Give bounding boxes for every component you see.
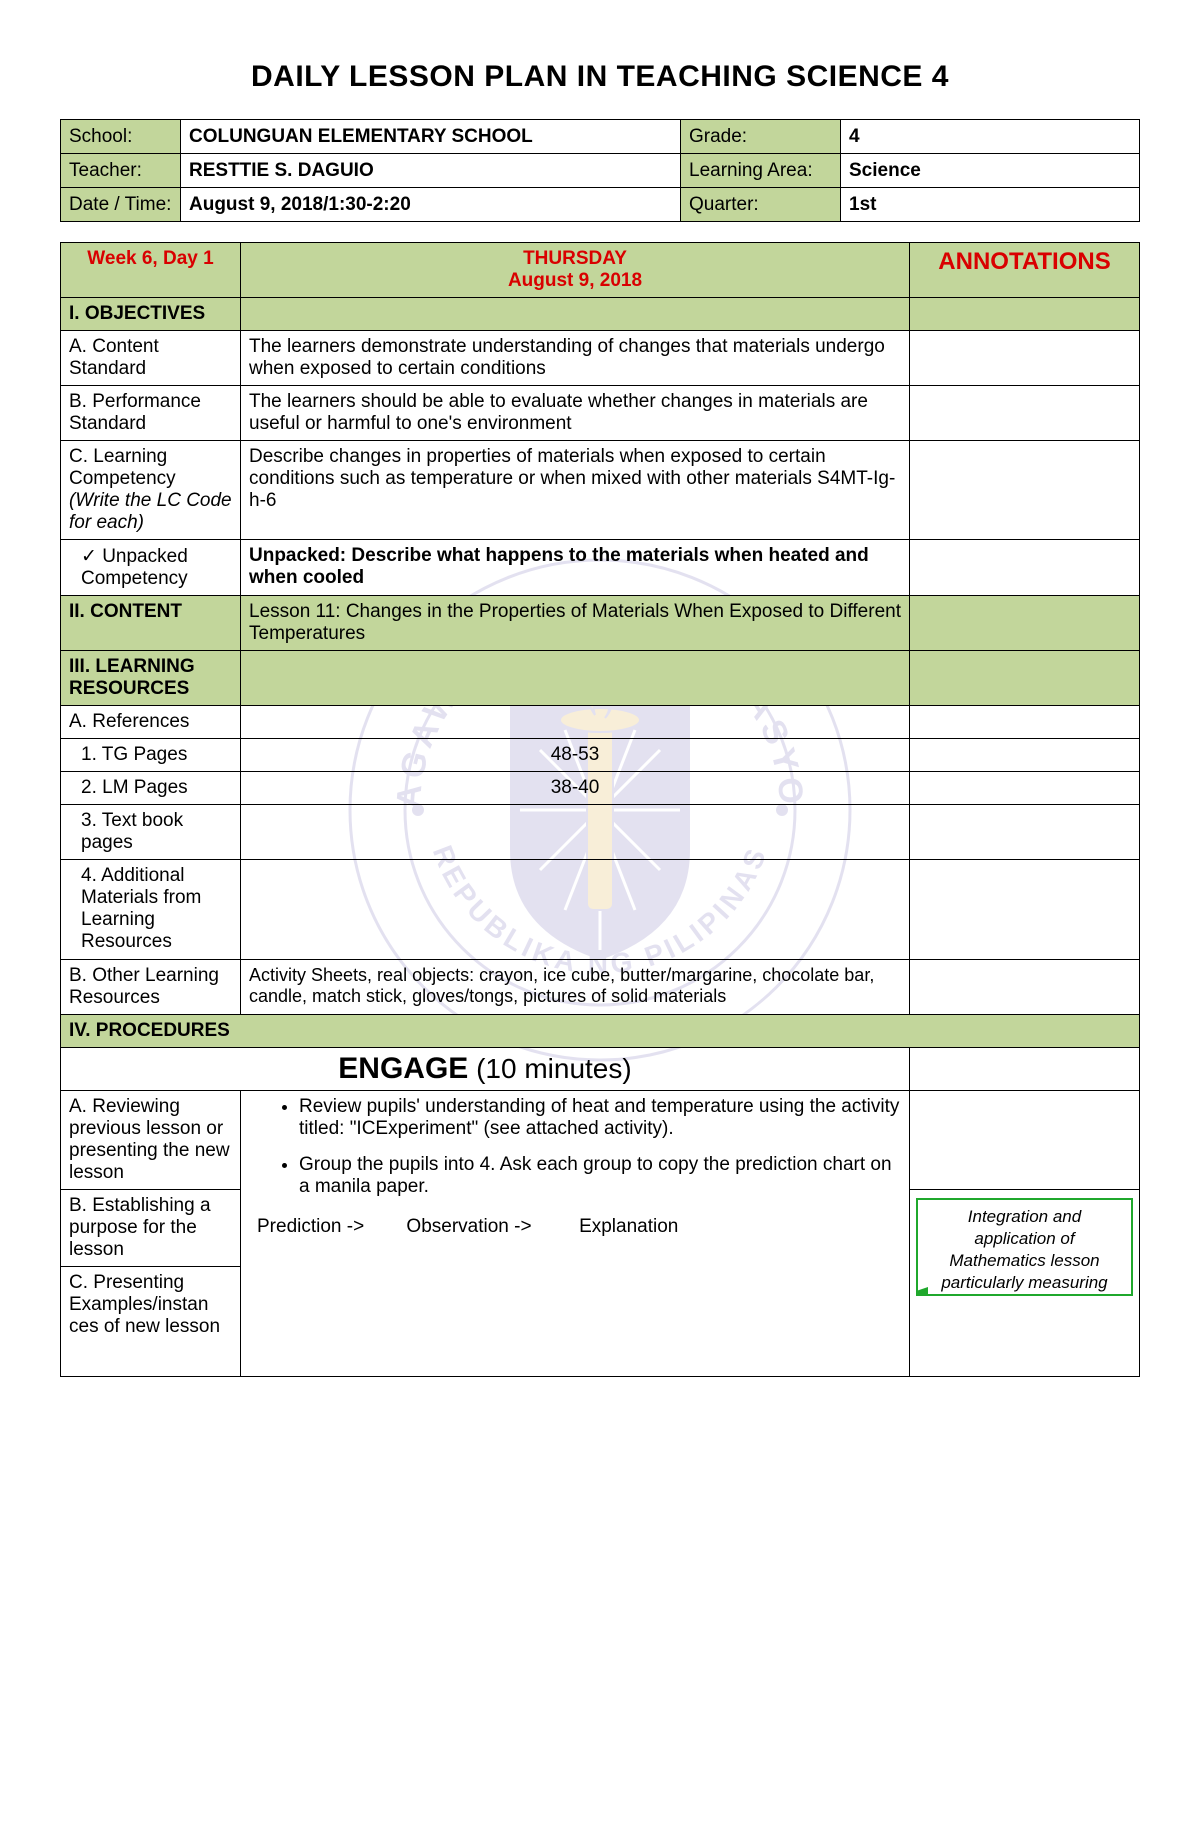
lesson-plan-table: Week 6, Day 1 THURSDAY August 9, 2018 AN…: [60, 242, 1140, 1377]
teacher-value: RESTTIE S. DAGUIO: [181, 154, 681, 188]
learning-competency-label: C. Learning Competency (Write the LC Cod…: [61, 441, 241, 540]
lm-pages-label: 2. LM Pages: [61, 772, 241, 805]
content-lesson: Lesson 11: Changes in the Properties of …: [241, 596, 910, 651]
presenting-examples-label: C. Presenting Examples/instan ces of new…: [61, 1267, 241, 1377]
banner-date-text: August 9, 2018: [508, 270, 642, 291]
content-standard-label: A. Content Standard: [61, 331, 241, 386]
engage-bullet-1: Review pupils' understanding of heat and…: [299, 1096, 901, 1140]
quarter-value: 1st: [841, 188, 1140, 222]
tg-pages-label: 1. TG Pages: [61, 739, 241, 772]
lm-pages-value: 38-40: [241, 772, 910, 805]
objectives-head: I. OBJECTIVES: [61, 298, 241, 331]
annotation-callout: Integration and application of Mathemati…: [916, 1198, 1133, 1296]
area-value: Science: [841, 154, 1140, 188]
content-head: II. CONTENT: [61, 596, 241, 651]
banner-date: THURSDAY August 9, 2018: [241, 243, 910, 298]
references-label: A. References: [61, 706, 241, 739]
teacher-label: Teacher:: [61, 154, 181, 188]
unpacked-label: Unpacked Competency: [61, 540, 241, 596]
reviewing-label: A. Reviewing previous lesson or presenti…: [61, 1091, 241, 1190]
header-info-table: School: COLUNGUAN ELEMENTARY SCHOOL Grad…: [60, 119, 1140, 222]
performance-standard-label: B. Performance Standard: [61, 386, 241, 441]
establishing-purpose-label: B. Establishing a purpose for the lesson: [61, 1190, 241, 1267]
other-resources-label: B. Other Learning Resources: [61, 960, 241, 1015]
learning-competency-text: Describe changes in properties of materi…: [241, 441, 910, 540]
tg-pages-value: 48-53: [241, 739, 910, 772]
engage-bullet-2: Group the pupils into 4. Ask each group …: [299, 1154, 901, 1198]
school-label: School:: [61, 120, 181, 154]
resources-head: III. LEARNING RESOURCES: [61, 651, 241, 706]
additional-materials-label: 4. Additional Materials from Learning Re…: [61, 860, 241, 960]
banner-annotations: ANNOTATIONS: [910, 243, 1140, 298]
performance-standard-text: The learners should be able to evaluate …: [241, 386, 910, 441]
datetime-value: August 9, 2018/1:30-2:20: [181, 188, 681, 222]
unpacked-text: Unpacked: Describe what happens to the m…: [241, 540, 910, 596]
quarter-label: Quarter:: [681, 188, 841, 222]
textbook-pages-label: 3. Text book pages: [61, 805, 241, 860]
prediction-flow: Prediction -> Observation -> Explanation: [249, 1212, 901, 1242]
unpacked-label-text: Unpacked Competency: [81, 546, 188, 589]
engage-heading: ENGAGE (10 minutes): [61, 1048, 910, 1091]
other-resources-text: Activity Sheets, real objects: crayon, i…: [241, 960, 910, 1015]
content-standard-text: The learners demonstrate understanding o…: [241, 331, 910, 386]
engage-activities: Review pupils' understanding of heat and…: [241, 1091, 910, 1377]
area-label: Learning Area:: [681, 154, 841, 188]
grade-value: 4: [841, 120, 1140, 154]
lc-label-text: C. Learning Competency: [69, 446, 176, 489]
datetime-label: Date / Time:: [61, 188, 181, 222]
school-value: COLUNGUAN ELEMENTARY SCHOOL: [181, 120, 681, 154]
banner-week: Week 6, Day 1: [61, 243, 241, 298]
engage-big: ENGAGE: [338, 1052, 468, 1085]
procedures-head: IV. PROCEDURES: [61, 1015, 1140, 1048]
lc-note: (Write the LC Code for each): [69, 490, 232, 533]
engage-duration: (10 minutes): [468, 1053, 631, 1084]
grade-label: Grade:: [681, 120, 841, 154]
page-title: DAILY LESSON PLAN IN TEACHING SCIENCE 4: [60, 60, 1140, 94]
banner-day: THURSDAY: [523, 248, 627, 269]
